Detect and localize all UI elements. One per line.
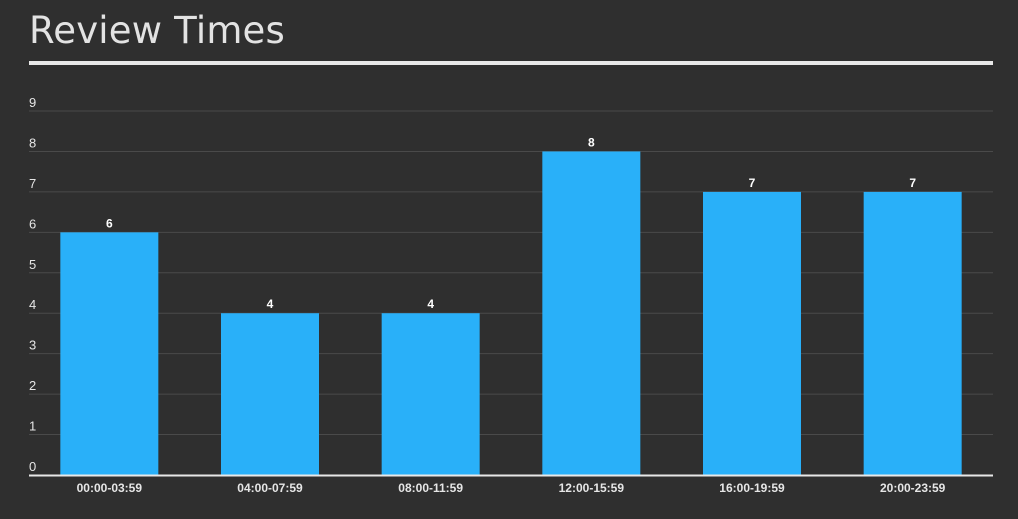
data-label: 4 — [267, 297, 274, 311]
x-tick-label: 04:00-07:59 — [237, 481, 303, 495]
y-tick-label: 7 — [29, 176, 36, 191]
bar — [863, 191, 962, 475]
title-underline — [29, 61, 993, 65]
x-tick-label: 00:00-03:59 — [77, 481, 143, 495]
x-tick-label: 08:00-11:59 — [398, 481, 463, 495]
bar — [221, 313, 319, 475]
bar — [703, 191, 801, 475]
data-label: 7 — [749, 176, 756, 190]
bar — [381, 313, 480, 475]
y-tick-label: 6 — [29, 216, 36, 231]
y-tick-label: 5 — [29, 257, 36, 272]
bar — [60, 232, 159, 475]
bar — [542, 151, 641, 475]
x-tick-label: 20:00-23:59 — [880, 481, 946, 495]
data-label: 7 — [909, 176, 916, 190]
x-tick-label: 16:00-19:59 — [719, 481, 785, 495]
chart-title: Review Times — [29, 9, 285, 52]
data-label: 6 — [106, 216, 113, 230]
y-tick-label: 9 — [29, 95, 36, 110]
y-tick-label: 4 — [29, 297, 36, 312]
y-tick-label: 0 — [29, 459, 36, 474]
y-tick-label: 3 — [29, 338, 36, 353]
y-tick-label: 1 — [29, 419, 36, 434]
x-tick-label: 12:00-15:59 — [559, 481, 625, 495]
data-label: 4 — [427, 297, 434, 311]
y-tick-label: 8 — [29, 135, 36, 150]
y-tick-label: 2 — [29, 378, 36, 393]
data-label: 8 — [588, 135, 595, 149]
